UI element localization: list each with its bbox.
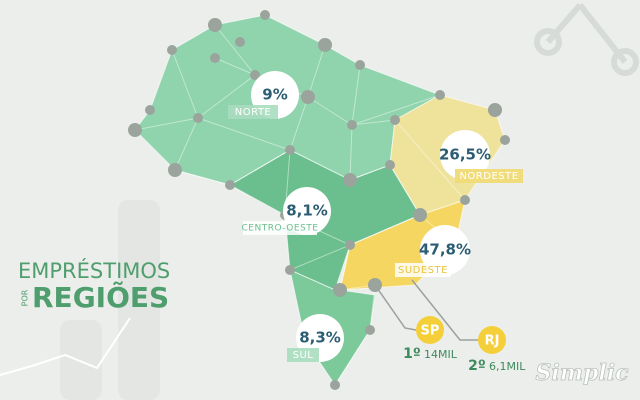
- title-line1: EMPRÉSTIMOS: [18, 258, 170, 283]
- network-node: [460, 195, 470, 205]
- network-edge: [174, 117, 199, 171]
- network-node: [250, 70, 260, 80]
- network-node: [385, 160, 395, 170]
- title-connector: POR: [21, 289, 30, 306]
- bg-line: [0, 317, 131, 376]
- label-box: [287, 348, 319, 362]
- network-node: [365, 325, 375, 335]
- network-edge: [174, 169, 231, 186]
- label-box: [395, 263, 451, 277]
- label-box: [455, 169, 523, 183]
- connector: [374, 284, 417, 331]
- network-edge: [197, 117, 291, 151]
- region-share: 47,8%: [419, 241, 471, 259]
- network-edge: [289, 96, 309, 151]
- brand-logo: Simplic: [535, 360, 629, 386]
- city-amount: 14MIL: [424, 348, 458, 361]
- city-badge: [478, 326, 506, 354]
- region-name: SUDESTE: [398, 265, 448, 276]
- network-edge: [351, 64, 361, 126]
- network-edge: [229, 149, 291, 186]
- network-node: [235, 37, 245, 47]
- city-rank: 1º: [403, 346, 421, 362]
- network-node: [355, 60, 365, 70]
- network-edge: [171, 49, 199, 119]
- network-node: [225, 180, 235, 190]
- label-box: [243, 221, 317, 235]
- network-edge: [289, 244, 351, 271]
- label-box: [228, 105, 278, 119]
- bg-network: [534, 3, 639, 76]
- network-node: [318, 38, 332, 52]
- city-code: RJ: [485, 334, 500, 349]
- network-node: [390, 115, 400, 125]
- city-rank: 2º: [468, 358, 486, 374]
- network-edge: [349, 214, 421, 246]
- network-node: [193, 113, 203, 123]
- network-edge: [351, 119, 396, 126]
- region-name: NORDESTE: [459, 171, 518, 182]
- network-edge: [394, 119, 466, 201]
- region-share: 9%: [262, 86, 287, 104]
- network-node: [345, 240, 355, 250]
- network-node: [128, 123, 142, 137]
- network-edge: [214, 24, 256, 76]
- network-edge: [349, 164, 391, 181]
- network-edge: [307, 96, 353, 126]
- city-code: SP: [421, 324, 440, 339]
- network-node: [343, 173, 357, 187]
- network-node: [488, 103, 502, 117]
- network-node: [500, 135, 510, 145]
- network-edge: [334, 329, 371, 386]
- network-node: [330, 380, 340, 390]
- bg-bar: [60, 320, 102, 400]
- network-edge: [351, 94, 441, 126]
- region-name: SUL: [293, 350, 314, 361]
- network-edge: [197, 74, 256, 119]
- network-edge: [214, 57, 256, 76]
- network-node: [145, 105, 155, 115]
- network-node: [210, 53, 220, 63]
- network-node: [301, 90, 315, 104]
- region-name: NORTE: [235, 107, 272, 118]
- bg-bar: [118, 200, 160, 400]
- network-node: [208, 18, 222, 32]
- share-bubble: [420, 225, 470, 275]
- region-share: 8,3%: [299, 329, 341, 347]
- network-node: [285, 145, 295, 155]
- region-name: CENTRO-OESTE: [242, 224, 319, 234]
- network-node: [435, 90, 445, 100]
- network-node: [260, 10, 270, 20]
- region-share: 8,1%: [286, 202, 328, 220]
- network-edge: [307, 44, 326, 98]
- network-edge: [389, 164, 421, 216]
- network-node: [168, 163, 182, 177]
- network-node: [333, 283, 347, 297]
- network-edge: [339, 244, 351, 291]
- network-node: [167, 45, 177, 55]
- region-share: 26,5%: [439, 146, 491, 164]
- network-node: [347, 120, 357, 130]
- network-node: [413, 208, 427, 222]
- network-node: [285, 265, 295, 275]
- city-connectors: [374, 279, 478, 341]
- share-bubble: [440, 130, 490, 180]
- network-edge: [134, 117, 199, 131]
- connector: [411, 279, 478, 341]
- title-line2: REGIÕES: [32, 280, 169, 314]
- network-edge: [369, 284, 376, 331]
- network-edge: [349, 124, 353, 181]
- city-amount: 6,1MIL: [489, 360, 526, 373]
- city-badge: [416, 316, 444, 344]
